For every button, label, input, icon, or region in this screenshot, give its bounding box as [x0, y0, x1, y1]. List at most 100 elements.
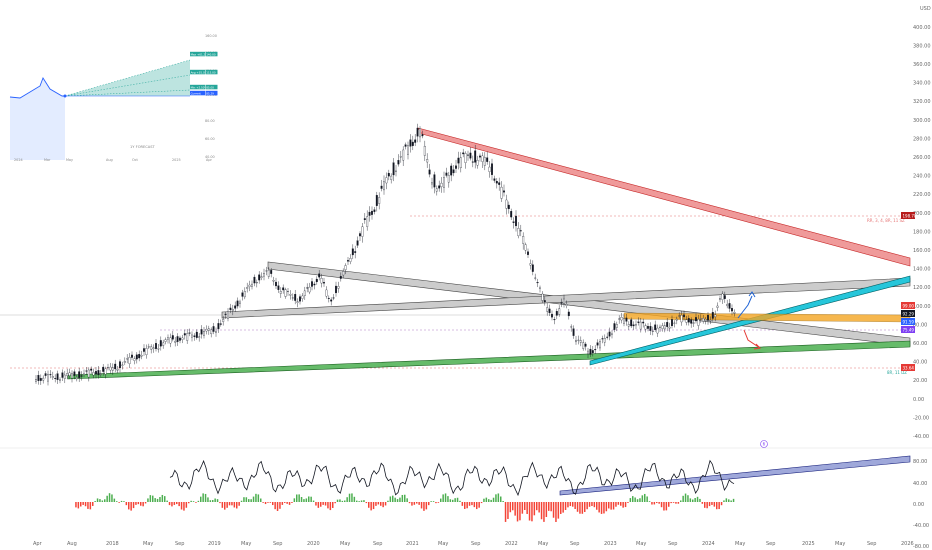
histogram-bar: [514, 502, 516, 516]
histogram-bar: [269, 502, 272, 503]
candle-body: [399, 156, 402, 158]
sub1-badge[interactable]: [901, 318, 915, 325]
histogram-bar: [308, 496, 310, 502]
candle-body: [546, 307, 549, 312]
forecast-widget[interactable]: 160.00140.00120.00100.0080.0060.0040.00 …: [9, 34, 218, 162]
candle-body: [325, 289, 328, 297]
histogram-bar: [171, 502, 173, 507]
low-ref-badge[interactable]: [901, 364, 915, 371]
forecast-axis: 2024 Mar May Aug Oct 2025 Apr: [14, 158, 212, 162]
last-price-badge[interactable]: [901, 310, 915, 317]
forecast-cone: [65, 60, 190, 96]
histogram-bar: [274, 502, 276, 510]
candle-body: [575, 339, 577, 343]
time-axis-label: Sep: [175, 541, 184, 547]
histogram-bar: [339, 499, 341, 502]
candle-body: [349, 258, 352, 262]
candle-body: [222, 319, 225, 322]
histogram-bar: [564, 502, 567, 510]
histogram-bar: [732, 498, 735, 502]
histogram-bar: [137, 502, 140, 505]
candle-body: [294, 294, 297, 301]
candle-body: [690, 319, 693, 324]
forecast-badge-label: Avg +35.05%: [191, 70, 210, 74]
candle-body: [380, 185, 383, 189]
histogram-bar: [588, 502, 591, 507]
price-badges[interactable]: 198.78 99.00 92.29 91.59 75.49 33.64: [901, 212, 917, 371]
candle-body: [107, 367, 109, 369]
time-axis-label: May: [735, 541, 745, 547]
histogram-bar: [663, 502, 665, 511]
histogram-bar: [644, 493, 646, 502]
candle-body: [311, 281, 313, 287]
price-candles: [35, 123, 736, 386]
histogram-bar: [495, 494, 497, 502]
candle-body: [654, 324, 657, 331]
candle-body: [536, 282, 539, 284]
oscillator-marker[interactable]: [760, 440, 768, 448]
histogram-bar: [528, 502, 531, 521]
candle-body: [474, 150, 477, 163]
ma-badge[interactable]: [901, 302, 915, 309]
price-scale-label: 140.00: [913, 267, 931, 273]
histogram-bar: [437, 502, 440, 503]
candle-body: [462, 152, 465, 155]
candle-body: [584, 343, 587, 347]
grey-channel-up[interactable]: [221, 277, 911, 319]
sub2-badge[interactable]: [901, 326, 915, 333]
histogram-bar: [692, 499, 694, 502]
orange-zone[interactable]: [623, 312, 911, 323]
candle-body: [459, 157, 462, 169]
price-scale-label: 200.00: [913, 211, 931, 217]
osc-scale-label: 0.00: [913, 502, 924, 508]
high-ref-badge[interactable]: [901, 212, 915, 219]
histogram-bar: [576, 502, 579, 512]
candle-body: [615, 324, 618, 328]
price-scale[interactable]: 400.00 380.00 360.00 340.00 320.00 300.00 280.…: [913, 25, 931, 440]
oscillator-scale[interactable]: 80.00 40.00 0.00 -40.00 -80.00: [913, 459, 929, 550]
candle-body: [179, 337, 181, 341]
time-axis[interactable]: Apr Aug 2018 May Sep 2019 May Sep 2020 May Sep 2021…: [33, 541, 914, 547]
time-axis-label: 2021: [406, 541, 419, 547]
candle-body: [567, 311, 570, 317]
histogram-bar: [346, 497, 348, 502]
histogram-bar: [524, 502, 526, 511]
candle-body: [191, 334, 193, 338]
candle-body: [515, 215, 517, 227]
price-scale-label: 20.00: [913, 378, 927, 384]
candle-body: [299, 296, 301, 302]
candle-body: [702, 318, 705, 322]
oscillator-channel[interactable]: [559, 455, 911, 496]
candle-body: [589, 348, 592, 355]
candle-body: [49, 374, 52, 376]
candle-body: [217, 323, 220, 330]
candle-body: [155, 343, 157, 349]
time-axis-label: 2020: [307, 541, 320, 547]
candle-body: [651, 330, 654, 332]
histogram-bar: [512, 502, 514, 511]
histogram-bar: [113, 498, 116, 502]
candle-body: [282, 287, 285, 291]
histogram-bar: [363, 500, 365, 502]
histogram-bar: [356, 500, 358, 502]
histogram-bar: [694, 498, 696, 502]
histogram-bar: [548, 502, 550, 511]
histogram-bar: [161, 494, 164, 502]
bullish-arrow[interactable]: [737, 295, 753, 319]
bearish-arrow[interactable]: [743, 329, 761, 349]
candle-body: [150, 346, 153, 350]
histogram-bar: [104, 499, 106, 502]
histogram-bar: [207, 497, 209, 502]
histogram-bar: [368, 502, 370, 508]
forecast-history-line: [9, 76, 65, 99]
candle-body: [613, 323, 616, 330]
candle-body: [491, 163, 493, 175]
red-channel[interactable]: [417, 127, 911, 267]
candle-body: [488, 166, 491, 172]
forecast-label: 1Y FORECAST: [130, 145, 156, 149]
histogram-bar: [264, 502, 267, 505]
candle-body: [416, 127, 419, 137]
osc-scale-label: -80.00: [913, 544, 929, 550]
green-channel[interactable]: [67, 340, 911, 380]
